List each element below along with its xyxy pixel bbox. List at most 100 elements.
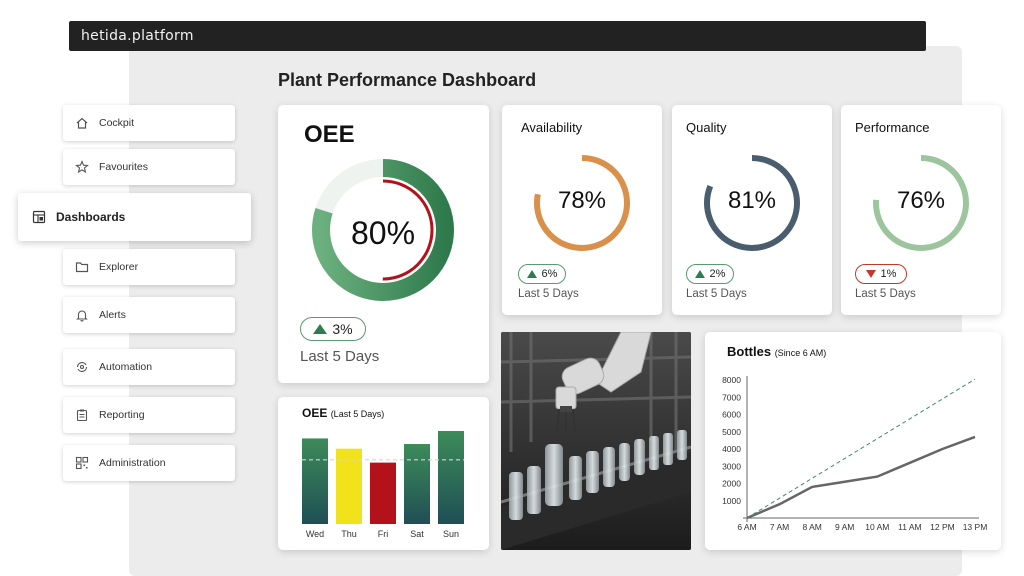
performance-delta-badge: 1% [855,264,907,284]
oee-card: OEE 80% 3% Last 5 Days [278,105,489,383]
brand-logo: hetida.platform [81,28,194,44]
sidebar-item-automation[interactable]: Automation [63,349,235,385]
bar-tick-label: Thu [341,529,357,539]
availability-gauge [534,155,630,251]
y-tick-label: 1000 [722,496,741,506]
sidebar-item-label: Alerts [99,309,126,321]
bottles-title: Bottles (Since 6 AM) [727,344,826,359]
bottles-subtitle: (Since 6 AM) [774,348,827,358]
performance-value: 76% [896,187,946,214]
trend-up-icon [694,270,705,278]
oee-gauge-inner-arc [332,179,434,281]
oee-bar-subtitle: (Last 5 Days) [330,409,385,419]
y-tick-label: 2000 [722,479,741,489]
performance-delta: 1% [880,268,897,280]
oee-gauge [312,159,454,301]
bottles-card: Bottles (Since 6 AM) 1000 2000 3000 4000 500… [705,332,1001,550]
x-tick-label: 10 AM [865,522,889,532]
bar-wed [302,438,328,524]
bottles-line-chart: 1000 2000 3000 4000 5000 6000 7000 8000 6 AM 7 AM… [722,375,988,532]
automation-icon [75,360,89,374]
performance-period: Last 5 Days [855,288,916,300]
y-tick-label: 6000 [722,410,741,420]
bell-icon [75,308,89,322]
bar-fri [370,462,396,524]
availability-delta: 6% [541,268,558,280]
availability-period: Last 5 Days [518,288,579,300]
trend-up-icon [526,270,537,278]
sidebar-item-administration[interactable]: Administration [63,445,235,481]
availability-value: 78% [557,187,607,214]
sidebar-item-label: Cockpit [99,117,135,129]
availability-gauge-arc [534,155,630,251]
bar-tick-label: Wed [306,529,324,539]
trend-up-icon [313,324,328,334]
sidebar-item-label: Administration [99,457,166,469]
sidebar-item-label: Favourites [99,161,149,173]
oee-gauge-arc [312,159,454,301]
x-tick-label: 9 AM [835,522,854,532]
bar-sun [438,431,464,524]
sidebar-item-favourites[interactable]: Favourites [63,149,235,185]
oee-bar-card: OEE (Last 5 Days) Wed Thu Fri Sat Sun [278,397,489,550]
bar-tick-label: Sun [443,529,459,539]
home-icon [75,116,89,130]
y-tick-label: 7000 [722,392,741,402]
performance-card: Performance 76% 1% Last 5 Days [841,105,1001,315]
star-icon [75,160,89,174]
oee-title: OEE [304,121,355,148]
bottles-title-text: Bottles [727,344,772,359]
y-tick-label: 5000 [722,427,741,437]
sidebar-item-label: Explorer [99,261,139,273]
oee-delta: 3% [332,321,353,337]
quality-gauge-arc [704,155,800,251]
sidebar-item-reporting[interactable]: Reporting [63,397,235,433]
performance-title: Performance [855,120,930,135]
bar-tick-label: Sat [410,529,424,539]
x-tick-label: 6 AM [737,522,756,532]
availability-card: Availability 78% 6% Last 5 Days [502,105,662,315]
y-tick-label: 3000 [722,461,741,471]
performance-gauge-arc [873,155,969,251]
quality-gauge [704,155,800,251]
sidebar-item-cockpit[interactable]: Cockpit [63,105,235,141]
quality-period: Last 5 Days [686,288,747,300]
top-bar: hetida.platform [69,21,926,51]
dashboard-icon [32,210,46,224]
quality-delta: 2% [709,268,726,280]
x-tick-label: 7 AM [770,522,789,532]
bar-sat [404,444,430,524]
y-tick-label: 4000 [722,444,741,454]
folder-icon [75,260,89,274]
x-tick-label: 8 AM [802,522,821,532]
sidebar-item-alerts[interactable]: Alerts [63,297,235,333]
bar-tick-label: Fri [378,529,389,539]
sidebar-item-dashboards[interactable]: Dashboards [18,193,251,241]
bar-thu [336,448,362,524]
bottling-robot-photo [501,332,691,550]
clipboard-icon [75,408,89,422]
quality-value: 81% [727,187,777,214]
performance-gauge [873,155,969,251]
page-title: Plant Performance Dashboard [278,70,537,90]
quality-delta-badge: 2% [686,264,734,284]
sidebar-item-label: Automation [99,361,153,373]
availability-delta-badge: 6% [518,264,566,284]
qr-icon [75,456,89,470]
oee-bar-chart: Wed Thu Fri Sat Sun [302,431,464,539]
x-tick-label: 11 AM [898,522,921,532]
availability-title: Availability [521,120,583,135]
x-tick-label: 12 PM [930,522,955,532]
sidebar-item-label: Reporting [99,409,145,421]
trend-down-icon [865,270,876,278]
oee-delta-badge: 3% [300,317,366,341]
quality-title: Quality [686,120,727,135]
oee-value: 80% [350,215,416,251]
series-line-0 [746,435,976,520]
oee-bar-title-text: OEE [302,406,328,420]
y-tick-label: 8000 [722,375,741,385]
series-line-1 [746,378,976,519]
sidebar-item-explorer[interactable]: Explorer [63,249,235,285]
x-tick-label: 13 PM [963,522,988,532]
oee-period: Last 5 Days [300,348,380,365]
